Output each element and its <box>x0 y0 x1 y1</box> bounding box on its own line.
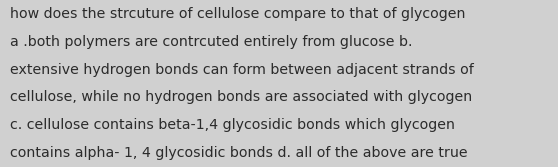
Text: c. cellulose contains beta-1,4 glycosidic bonds which glycogen: c. cellulose contains beta-1,4 glycosidi… <box>10 118 455 132</box>
Text: cellulose, while no hydrogen bonds are associated with glycogen: cellulose, while no hydrogen bonds are a… <box>10 90 472 104</box>
Text: how does the strcuture of cellulose compare to that of glycogen: how does the strcuture of cellulose comp… <box>10 7 465 21</box>
Text: contains alpha- 1, 4 glycosidic bonds d. all of the above are true: contains alpha- 1, 4 glycosidic bonds d.… <box>10 146 468 160</box>
Text: extensive hydrogen bonds can form between adjacent strands of: extensive hydrogen bonds can form betwee… <box>10 63 474 77</box>
Text: a .both polymers are contrcuted entirely from glucose b.: a .both polymers are contrcuted entirely… <box>10 35 412 49</box>
